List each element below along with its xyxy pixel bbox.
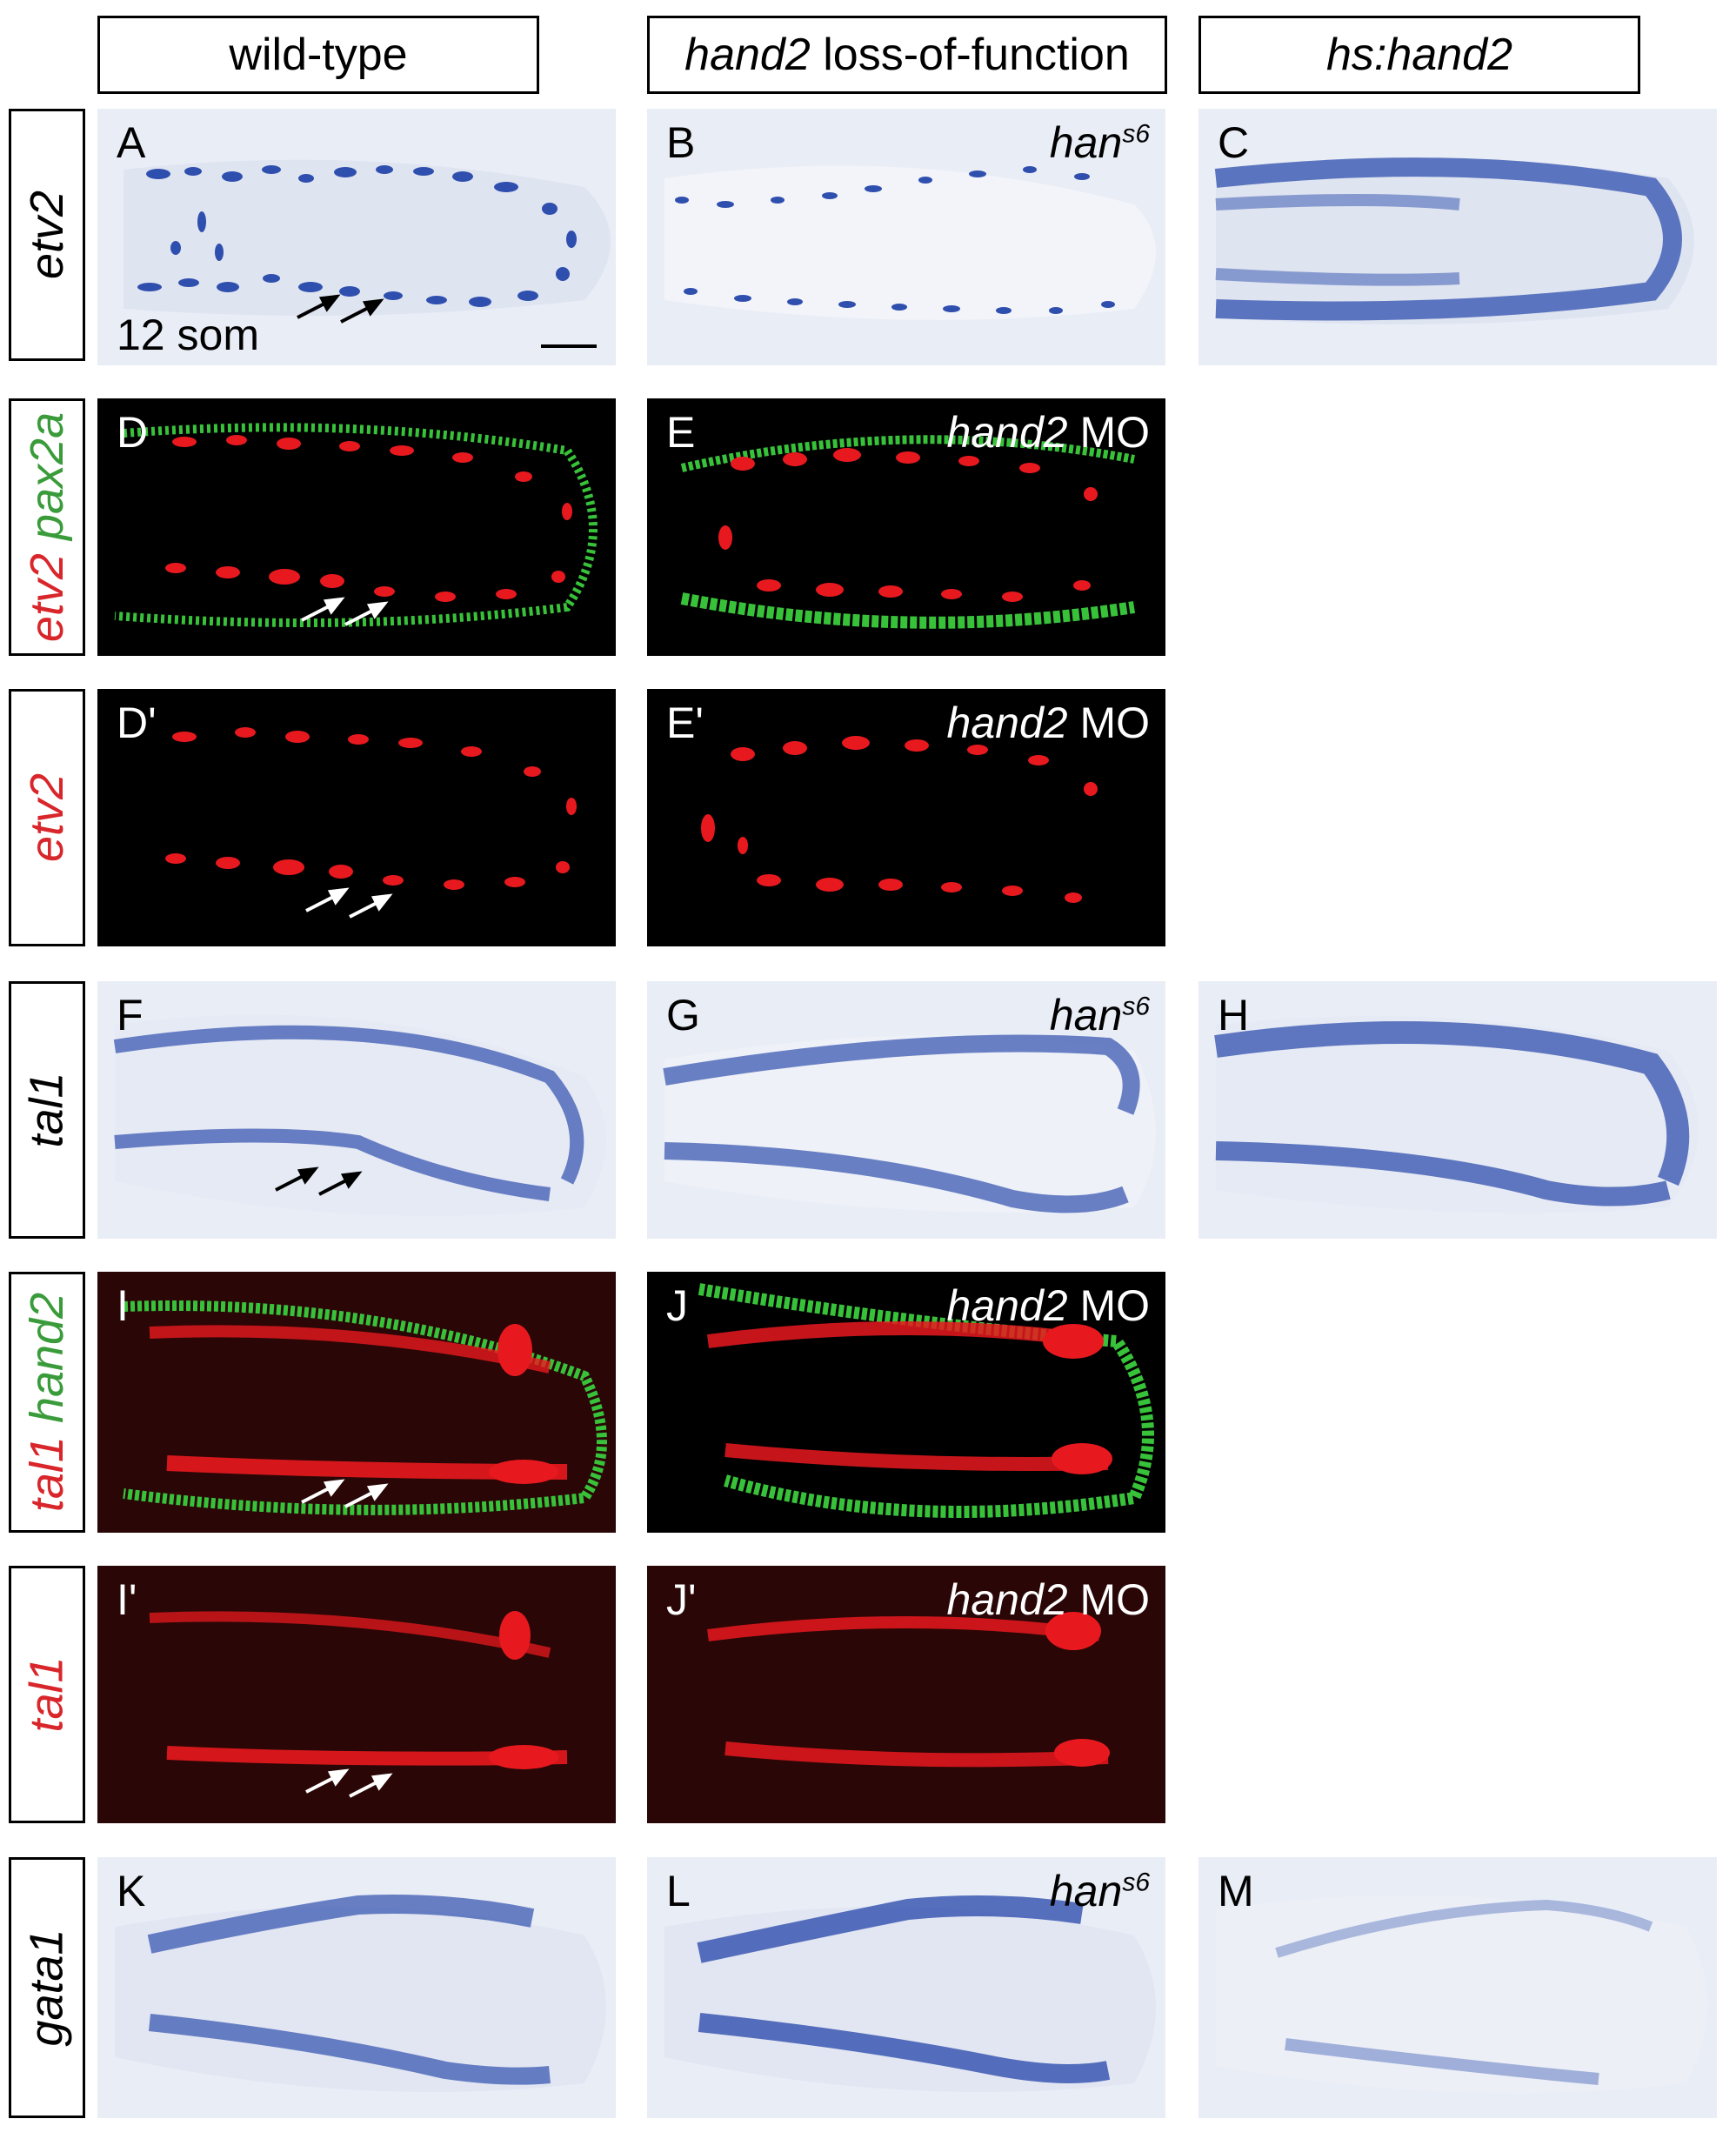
panel-label-f: F [117,991,144,1039]
stage-label: 12 som [117,311,259,359]
column-header-wild-type-text: wild-type [229,30,408,80]
panel-label-b: B [666,118,696,167]
panel-d: D [97,398,616,656]
panel-label-c: C [1218,118,1250,167]
panel-g: G hans6 [647,981,1165,1239]
embryo-image-a [124,159,611,316]
embryo-image-e-prime [701,736,1098,903]
row-header-etv2-pax2a: etv2 pax2a [9,398,85,656]
condition-label-j: hand2 MO [946,1281,1150,1330]
panel-label-j: J [666,1281,688,1330]
panel-label-l: L [666,1867,691,1915]
panel-label-h: H [1218,991,1250,1039]
panel-label-j-prime: J' [666,1575,697,1624]
panel-l: L hans6 [647,1857,1165,2118]
panel-label-i: I [117,1281,129,1330]
embryo-image-g [663,1034,1156,1213]
panel-k: K [97,1857,616,2118]
embryo-image-h [1214,1016,1699,1213]
panel-d-prime: D' [97,689,616,946]
condition-label-g: hans6 [1049,991,1150,1039]
condition-label-b: hans6 [1049,118,1150,167]
column-header-hs-text: hs:hand2 [1326,30,1512,80]
embryo-image-m [1216,1895,1707,2094]
embryo-image-f [113,1014,606,1216]
panel-b: B hans6 [647,109,1165,365]
condition-label-e: hand2 MO [946,408,1150,457]
column-header-hs-hand2: hs:hand2 [1199,16,1640,94]
panel-j-prime: J' hand2 MO [647,1566,1165,1823]
panel-label-e: E [666,408,696,457]
embryo-image-e [680,435,1136,629]
arrow-icon-a [297,294,384,324]
scale-bar [541,344,597,348]
arrow-icon-d [301,597,389,626]
panel-e-prime: E' hand2 MO [647,689,1165,946]
embryo-image-j-prime [707,1612,1110,1768]
embryo-image-i-prime [149,1611,568,1769]
panel-j: J hand2 MO [647,1272,1165,1533]
arrow-icon-d-prime [305,887,393,919]
panel-label-m: M [1218,1867,1254,1915]
condition-label-j-prime: hand2 MO [946,1575,1150,1624]
panel-i: I [97,1272,616,1533]
arrow-icon-i-prime [305,1768,393,1798]
row-header-etv2: etv2 [9,109,85,361]
panel-label-i-prime: I' [117,1575,137,1624]
panel-label-k: K [117,1867,146,1915]
panel-f: F [97,981,616,1239]
arrow-icon-f [275,1166,363,1196]
embryo-image-b [664,165,1156,320]
column-header-hand2-loss-of-function: hand2 loss-of-function [647,16,1167,94]
panel-a: A 12 som [97,109,616,365]
panel-i-prime: I' [97,1566,616,1823]
panel-h: H [1199,981,1717,1239]
condition-label-l: hans6 [1049,1867,1150,1915]
row-header-gata1: gata1 [9,1857,85,2118]
row-header-etv2-red: etv2 [9,689,85,946]
row-header-tal1-hand2: tal1 hand2 [9,1272,85,1533]
condition-label-e-prime: hand2 MO [946,699,1150,747]
embryo-image-l [664,1895,1156,2092]
row-header-tal1-red: tal1 [9,1566,85,1823]
embryo-image-k [115,1895,606,2092]
panel-e: E hand2 MO [647,398,1165,656]
panel-label-g: G [666,991,700,1039]
panel-c: C [1199,109,1717,365]
column-header-wild-type: wild-type [97,16,539,94]
panel-label-a: A [117,118,146,167]
embryo-image-d [114,423,598,627]
panel-label-d: D [117,408,149,457]
panel-label-e-prime: E' [666,699,704,747]
row-header-tal1: tal1 [9,981,85,1239]
embryo-image-j [698,1283,1154,1518]
panel-label-d-prime: D' [117,699,157,747]
panel-m: M [1199,1857,1717,2118]
embryo-image-c [1214,157,1694,324]
arrow-icon-i [301,1479,389,1508]
embryo-image-i [123,1300,607,1515]
embryo-image-d-prime [165,727,577,890]
column-header-loss-text: hand2 loss-of-function [684,30,1130,80]
